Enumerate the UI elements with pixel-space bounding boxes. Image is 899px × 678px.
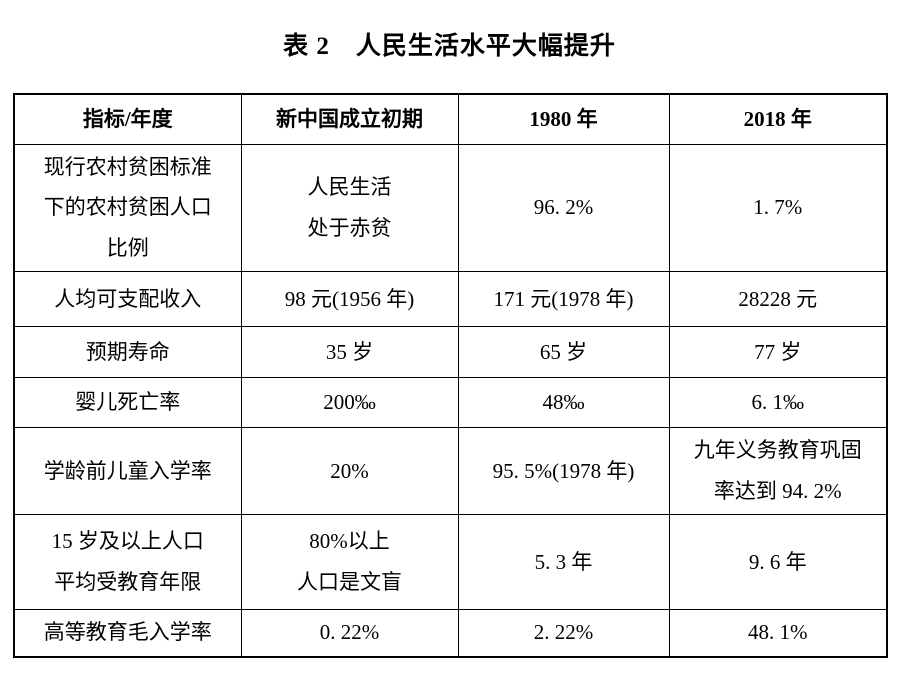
cell-1980-value: 95. 5%(1978 年) [457, 427, 670, 516]
table-title: 表 2 人民生活水平大幅提升 [283, 33, 616, 60]
cell-indicator: 现行农村贫困标准 下的农村贫困人口 比例 [13, 143, 242, 273]
table-header-row: 指标/年度 新中国成立初期 1980 年 2018 年 [13, 93, 888, 145]
cell-1980-value: 48‰ [457, 377, 670, 429]
cell-1980-value: 171 元(1978 年) [457, 271, 670, 328]
cell-2018-value: 9. 6 年 [668, 514, 888, 611]
cell-1980-value: 5. 3 年 [457, 514, 670, 611]
cell-indicator: 婴儿死亡率 [13, 377, 242, 429]
cell-early-value: 200‰ [240, 377, 459, 429]
header-cell-2018: 2018 年 [668, 93, 888, 145]
statistics-table: 指标/年度 新中国成立初期 1980 年 2018 年 现行农村贫困标准 下的农… [13, 93, 888, 658]
cell-1980-value: 2. 22% [457, 609, 670, 658]
header-cell-early-prc: 新中国成立初期 [240, 93, 459, 145]
cell-indicator: 15 岁及以上人口 平均受教育年限 [13, 514, 242, 611]
cell-indicator: 预期寿命 [13, 326, 242, 379]
cell-indicator: 人均可支配收入 [13, 271, 242, 328]
cell-indicator: 高等教育毛入学率 [13, 609, 242, 658]
table-row: 高等教育毛入学率 0. 22% 2. 22% 48. 1% [13, 609, 888, 658]
cell-2018-value: 6. 1‰ [668, 377, 888, 429]
header-cell-indicator: 指标/年度 [13, 93, 242, 145]
cell-1980-value: 65 岁 [457, 326, 670, 379]
cell-early-value: 人民生活 处于赤贫 [240, 143, 459, 273]
table-row: 15 岁及以上人口 平均受教育年限 80%以上 人口是文盲 5. 3 年 9. … [13, 514, 888, 611]
table-row: 人均可支配收入 98 元(1956 年) 171 元(1978 年) 28228… [13, 271, 888, 328]
table-row: 预期寿命 35 岁 65 岁 77 岁 [13, 326, 888, 379]
cell-early-value: 0. 22% [240, 609, 459, 658]
cell-early-value: 80%以上 人口是文盲 [240, 514, 459, 611]
cell-2018-value: 48. 1% [668, 609, 888, 658]
cell-early-value: 35 岁 [240, 326, 459, 379]
cell-2018-value: 28228 元 [668, 271, 888, 328]
cell-early-value: 20% [240, 427, 459, 516]
cell-1980-value: 96. 2% [457, 143, 670, 273]
header-cell-1980: 1980 年 [457, 93, 670, 145]
table-row: 学龄前儿童入学率 20% 95. 5%(1978 年) 九年义务教育巩固 率达到… [13, 427, 888, 516]
cell-indicator: 学龄前儿童入学率 [13, 427, 242, 516]
cell-2018-value: 77 岁 [668, 326, 888, 379]
cell-2018-value: 九年义务教育巩固 率达到 94. 2% [668, 427, 888, 516]
table-row: 现行农村贫困标准 下的农村贫困人口 比例 人民生活 处于赤贫 96. 2% 1.… [13, 143, 888, 273]
cell-2018-value: 1. 7% [668, 143, 888, 273]
table-row: 婴儿死亡率 200‰ 48‰ 6. 1‰ [13, 377, 888, 429]
cell-early-value: 98 元(1956 年) [240, 271, 459, 328]
